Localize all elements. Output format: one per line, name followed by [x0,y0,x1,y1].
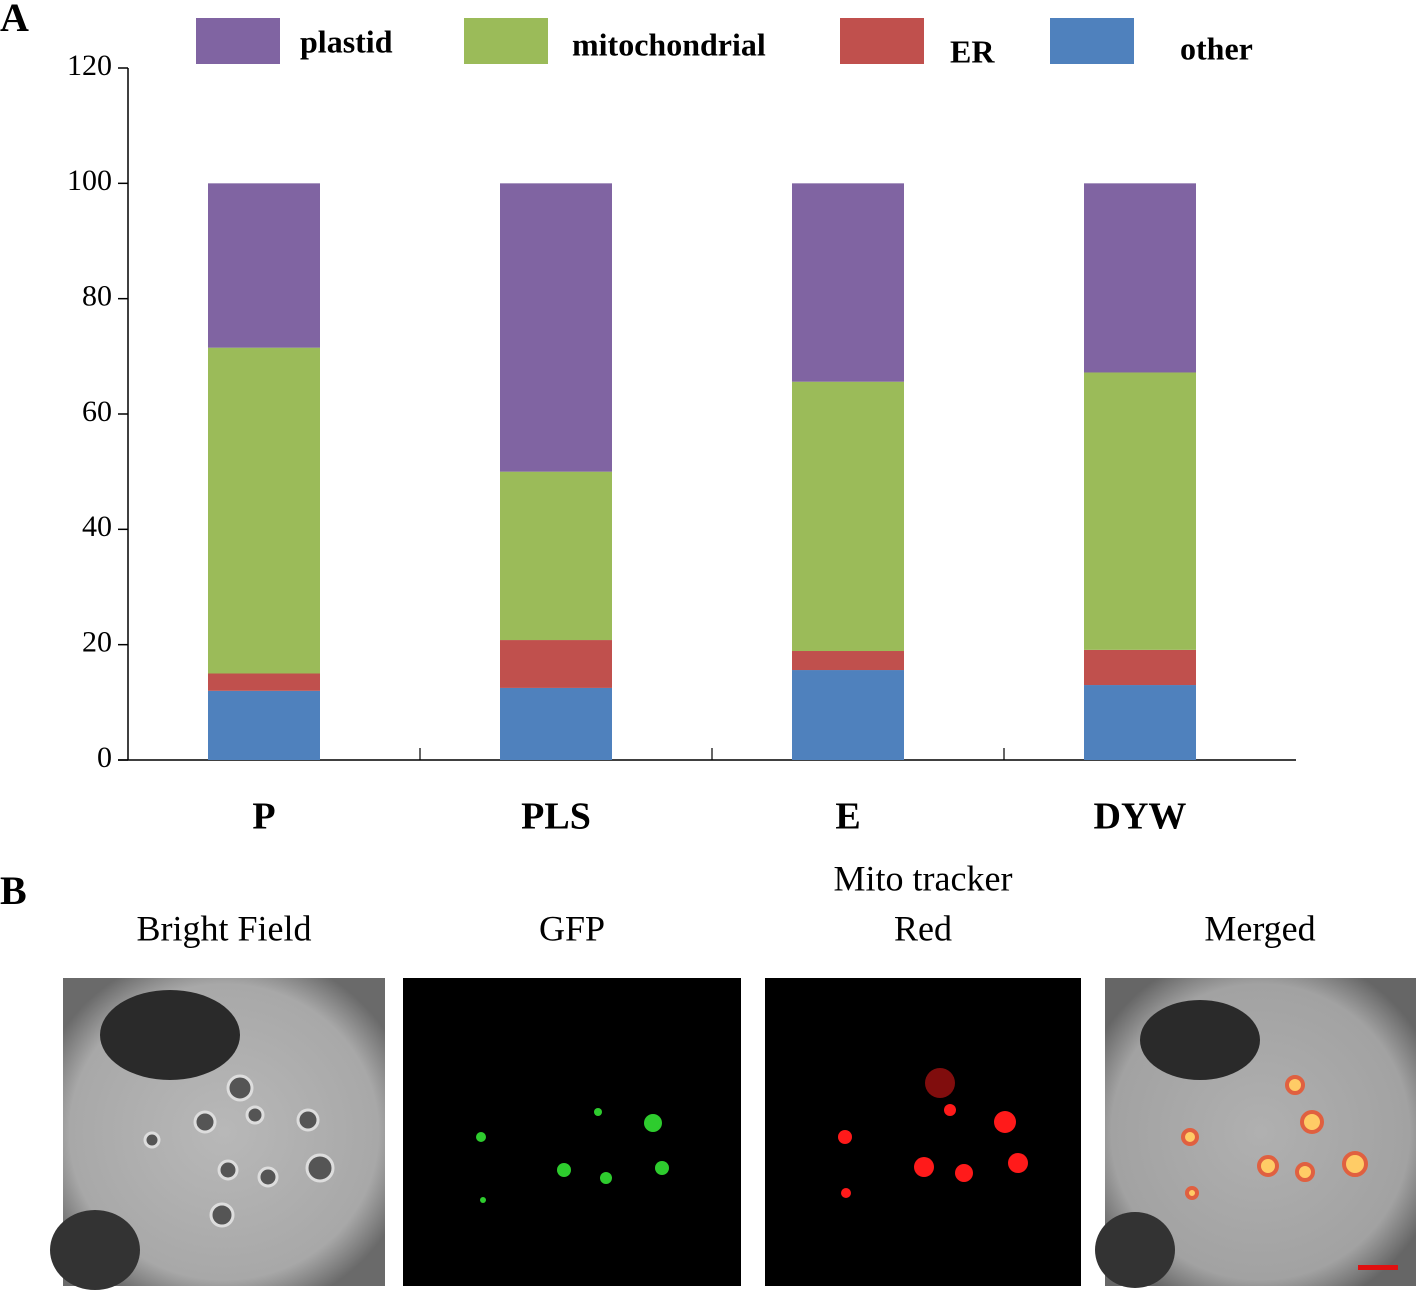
x-tick-label: E [835,796,860,838]
y-tick-label: 60 [82,395,112,428]
gfp-image [403,978,741,1286]
bar-segment [208,690,320,760]
legend-label: other [1180,30,1253,66]
bar-segment [1084,649,1196,686]
x-tick-label: PLS [521,796,591,838]
image-title: GFP [539,908,605,948]
y-tick-label: 100 [67,164,112,197]
y-tick-label: 120 [67,49,112,82]
panel-label: A [0,0,29,40]
image-title: Red [894,908,952,948]
bar-segment [500,183,612,472]
legend-label: plastid [300,23,393,59]
bar-segment [208,183,320,348]
bar-segment [208,673,320,691]
y-tick-label: 80 [82,280,112,313]
x-tick-label: DYW [1094,796,1187,838]
legend-swatch [1050,18,1134,64]
bar-segment [500,687,612,760]
legend-swatch [464,18,548,64]
mitotracker-image [765,978,1081,1286]
legend-label: ER [950,33,995,69]
bar-segment [792,183,904,382]
legend-swatch [196,18,280,64]
panel-label: B [0,868,27,913]
legend-swatch [840,18,924,64]
y-tick-label: 40 [82,510,112,543]
bar-segment [792,381,904,652]
bar-segment [500,471,612,641]
bar-segment [1084,183,1196,373]
bar-segment [208,347,320,674]
bar-segment [500,640,612,688]
y-tick-label: 0 [97,741,112,774]
bar-segment [792,670,904,760]
bar-segment [1084,685,1196,760]
micrographs [50,978,1416,1290]
bar-segment [792,651,904,671]
bar-segment [1084,372,1196,650]
image-title: Merged [1204,908,1315,948]
image-title: Bright Field [136,908,311,948]
y-tick-label: 20 [82,626,112,659]
image-title: Mito tracker [834,858,1013,898]
x-tick-label: P [252,796,275,838]
legend-label: mitochondrial [572,26,766,62]
